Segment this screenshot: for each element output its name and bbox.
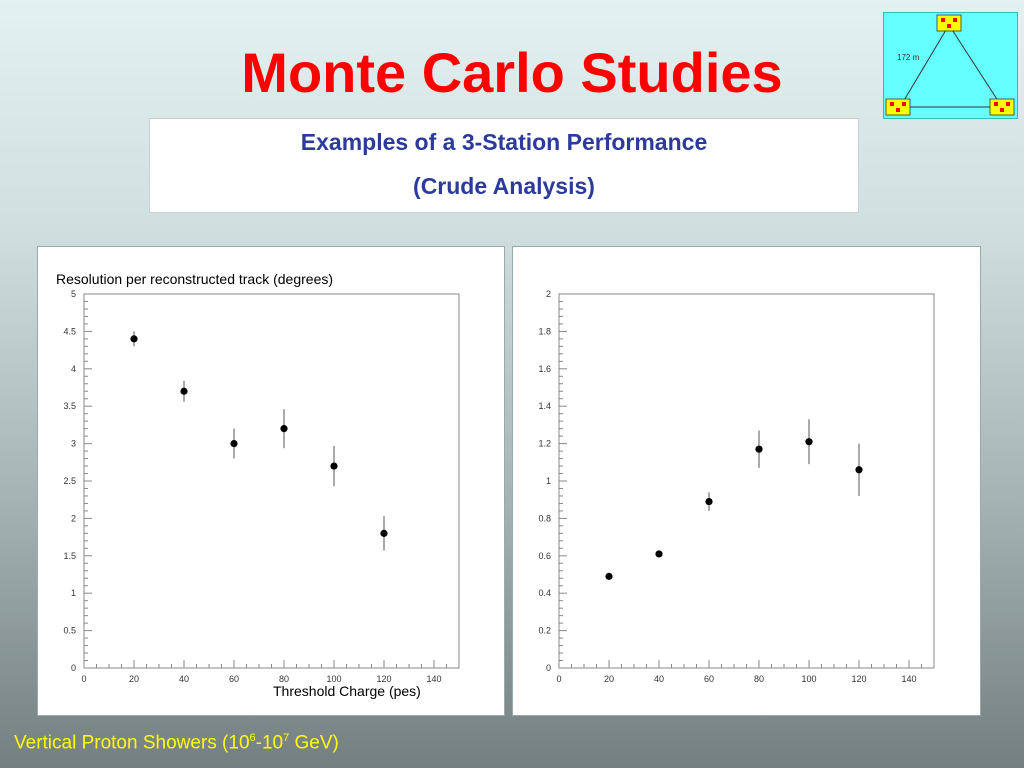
x-tick-label: 0 [81, 674, 86, 684]
footer-exponent-2: 7 [283, 732, 290, 744]
y-tick-label: 3 [71, 439, 76, 449]
x-tick-label: 40 [179, 674, 189, 684]
data-point [130, 335, 138, 343]
x-tick-label: 20 [604, 674, 614, 684]
slide-title: Monte Carlo Studies [241, 41, 783, 104]
x-tick-label: 80 [754, 674, 764, 684]
subtitle-box: Examples of a 3-Station Performance (Cru… [149, 118, 859, 213]
resolution-chart-ylabel: Resolution per reconstructed track (degr… [56, 271, 334, 287]
y-tick-label: 0.8 [538, 513, 551, 523]
x-tick-label: 60 [229, 674, 239, 684]
resolution-chart-xlabel: Threshold Charge (pes) [273, 683, 421, 699]
data-point [755, 445, 763, 453]
station-icon-top [936, 14, 962, 32]
resolution-chart-panel: 0 0.5 1 1.5 2 2.5 3 3.5 4 4.5 5 0 20 40 60 80 100 120 140 … [37, 246, 505, 716]
data-point [280, 425, 288, 433]
x-tick-label: 120 [376, 674, 391, 684]
y-tick-label: 0.6 [538, 551, 551, 561]
x-tick-label: 140 [901, 674, 916, 684]
y-tick-label: 0 [546, 663, 551, 673]
footer-exponent-1: 6 [249, 732, 256, 744]
second-chart: 00.20.40.60.811.21.41.61.820 20 40 60 80 100 1… [538, 289, 935, 684]
distance-label: 172 m [897, 53, 920, 62]
y-tick-label: 1.5 [63, 551, 76, 561]
y-tick-label: 1.6 [538, 364, 551, 374]
y-tick-label: 5 [71, 289, 76, 299]
x-tick-label: 100 [326, 674, 341, 684]
footer-caption: Vertical Proton Showers (106-107 GeV) [14, 732, 339, 754]
x-tick-label: 100 [801, 674, 816, 684]
footer-prefix: Vertical Proton Showers (10 [14, 732, 250, 754]
triangle-edge-left [899, 24, 950, 108]
second-chart-panel: 0 0.2 0.4 0.6 0.8 1 1.2 1.4 1.6 1.8 2 0 20 40 60 80 100 1… [512, 246, 981, 716]
station-triangle-svg: 172 m [885, 14, 1015, 116]
x-tick-label: 40 [654, 674, 664, 684]
y-tick-label: 4 [71, 364, 76, 374]
y-tick-label: 1 [546, 476, 551, 486]
y-tick-label: 0.4 [538, 588, 551, 598]
y-tick-label: 1.4 [538, 401, 551, 411]
x-tick-label: 120 [851, 674, 866, 684]
y-tick-label: 0.5 [63, 626, 76, 636]
plot-frame [83, 293, 460, 669]
x-tick-label: 60 [704, 674, 714, 684]
triangle-edge-right [948, 24, 1003, 108]
y-tick-label: 3.5 [63, 401, 76, 411]
x-tick-label: 80 [279, 674, 289, 684]
y-tick-label: 1 [71, 588, 76, 598]
y-tick-label: 0 [71, 663, 76, 673]
footer-mid: -10 [255, 732, 284, 754]
data-point [380, 529, 388, 537]
y-tick-label: 4.5 [63, 326, 76, 336]
data-point [330, 462, 338, 470]
y-tick-label: 1.2 [538, 439, 551, 449]
y-tick-label: 2 [546, 289, 551, 299]
footer-suffix: GeV) [289, 732, 339, 754]
y-tick-label: 0.2 [538, 626, 551, 636]
x-tick-label: 0 [556, 674, 561, 684]
station-icon-right [989, 98, 1015, 116]
data-point [855, 466, 863, 474]
subtitle-line-2: (Crude Analysis) [413, 173, 595, 199]
data-point [805, 438, 813, 446]
data-point [705, 497, 713, 506]
data-point [230, 440, 238, 448]
data-point [605, 572, 613, 580]
station-icon-left [885, 98, 911, 116]
station-layout-diagram: 172 m [883, 12, 1018, 119]
subtitle-line-1: Examples of a 3-Station Performance [300, 129, 708, 155]
data-point [655, 550, 663, 558]
x-tick-label: 20 [129, 674, 139, 684]
y-tick-label: 1.8 [538, 326, 551, 336]
y-tick-label: 2 [71, 513, 76, 523]
y-tick-label: 2.5 [63, 476, 76, 486]
data-point [180, 387, 188, 395]
x-tick-label: 140 [426, 674, 441, 684]
plot-frame [558, 293, 935, 669]
resolution-chart: 0 0.5 1 1.5 2 2.5 3 3.5 4 4.5 5 0 20 40 60 80 100 120 140 [63, 289, 460, 684]
